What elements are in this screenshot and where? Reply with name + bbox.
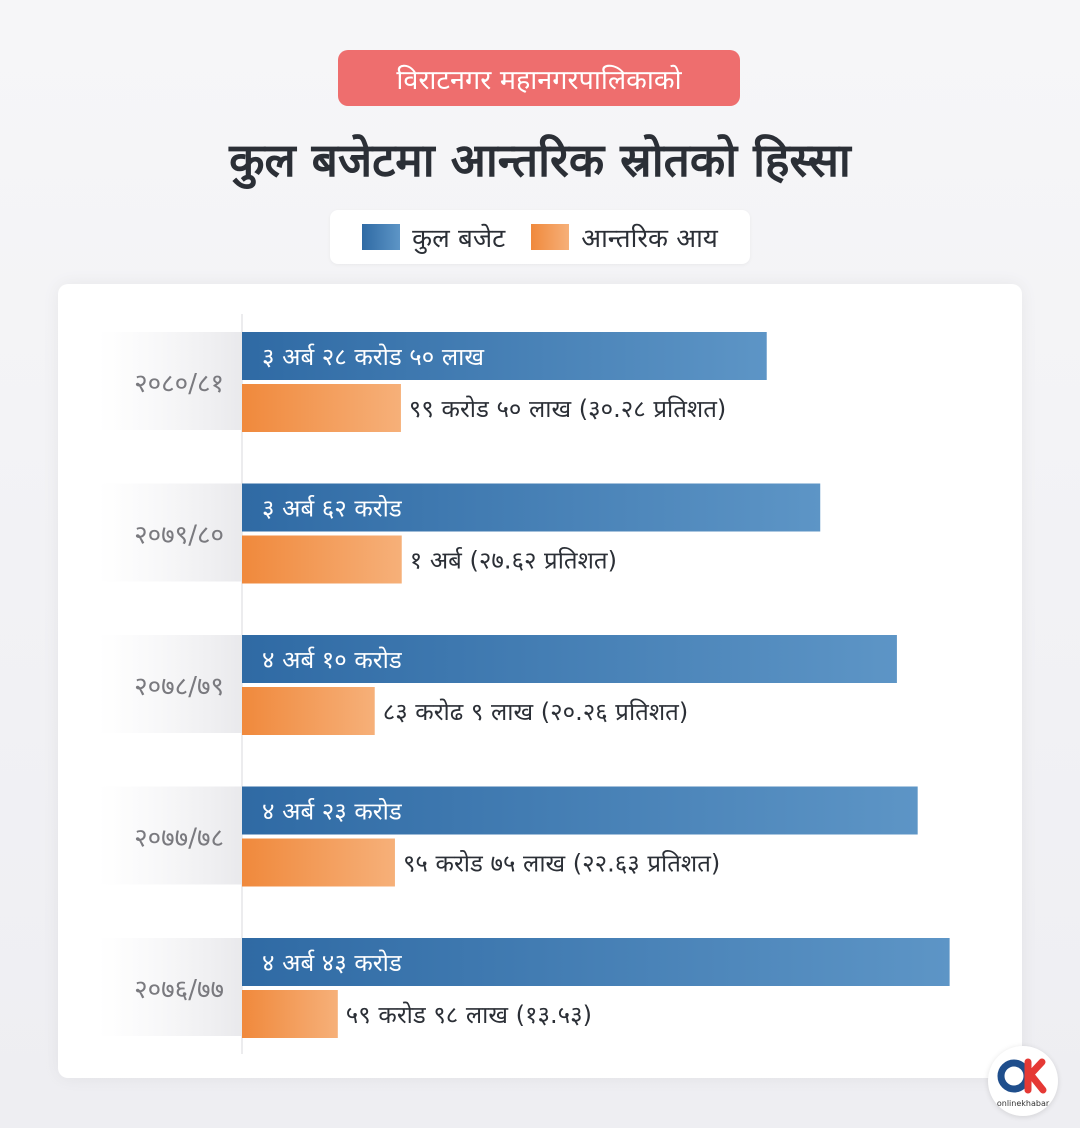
category-band — [98, 483, 242, 582]
category-band — [98, 786, 242, 885]
legend-swatch-total — [362, 224, 401, 250]
category-band — [98, 332, 242, 430]
bar-internal — [242, 990, 338, 1038]
bar-internal-label: ८३ करोढ ९ लाख (२०.२६ प्रतिशत) — [383, 698, 689, 726]
bar-total-label: ३ अर्ब ६२ करोड — [262, 495, 403, 523]
page-title: कुल बजेटमा आन्तरिक स्रोतको हिस्सा — [229, 133, 851, 187]
bar-internal — [242, 535, 402, 584]
bar-internal — [242, 838, 395, 887]
legend-swatch-internal — [531, 224, 570, 250]
bar-total-label: ४ अर्ब २३ करोड — [262, 798, 403, 826]
category-label: २०८०/८१ — [134, 369, 224, 399]
logo: onlinekhabar — [988, 1046, 1058, 1116]
legend-item-total: कुल बजेट — [362, 219, 505, 255]
bar-total-label: ३ अर्ब २८ करोड ५० लाख — [262, 343, 484, 371]
bar-internal-label: ५९ करोड ९८ लाख (१३.५३) — [346, 1001, 592, 1029]
category-label: २०७९/८० — [134, 521, 224, 551]
subtitle-text: विराटनगर महानगरपालिकाको — [396, 64, 682, 96]
legend-label-total: कुल बजेट — [412, 224, 506, 254]
category-label: २०७७/७८ — [134, 824, 224, 854]
category-band — [98, 635, 242, 733]
chart-card: २०८०/८१ ३ अर्ब २८ करोड ५० लाख ९९ करोड ५० ल… — [58, 284, 1022, 1078]
category-label: २०७६/७७ — [134, 975, 224, 1005]
bar-internal-label: १ अर्ब (२७.६२ प्रतिशत) — [410, 547, 617, 575]
bar-total-label: ४ अर्ब १० करोड — [262, 646, 403, 674]
category-band — [98, 938, 242, 1036]
bar-internal — [242, 384, 401, 432]
bar-total — [242, 332, 767, 380]
subtitle-pill: विराटनगर महानगरपालिकाको — [338, 50, 740, 106]
bar-total — [242, 786, 918, 835]
bar-internal-label: ९५ करोड ७५ लाख (२२.६३ प्रतिशत) — [403, 850, 720, 878]
bar-chart: २०८०/८१ ३ अर्ब २८ करोड ५० लाख ९९ करोड ५० ल… — [98, 314, 950, 1054]
legend-label-internal: आन्तरिक आय — [581, 224, 718, 254]
bar-total — [242, 635, 897, 683]
bar-internal — [242, 687, 375, 735]
bar-total-label: ४ अर्ब ४३ करोड — [262, 949, 403, 977]
onlinekhabar-logo-icon: onlinekhabar — [997, 1058, 1050, 1108]
legend: कुल बजेट आन्तरिक आय — [330, 210, 750, 264]
bar-internal-label: ९९ करोड ५० लाख (३०.२८ प्रतिशत) — [409, 395, 726, 423]
bar-total — [242, 483, 821, 532]
legend-item-internal: आन्तरिक आय — [531, 219, 718, 255]
logo-text: onlinekhabar — [997, 1099, 1050, 1108]
bar-total — [242, 938, 950, 986]
category-label: २०७८/७९ — [134, 672, 224, 702]
